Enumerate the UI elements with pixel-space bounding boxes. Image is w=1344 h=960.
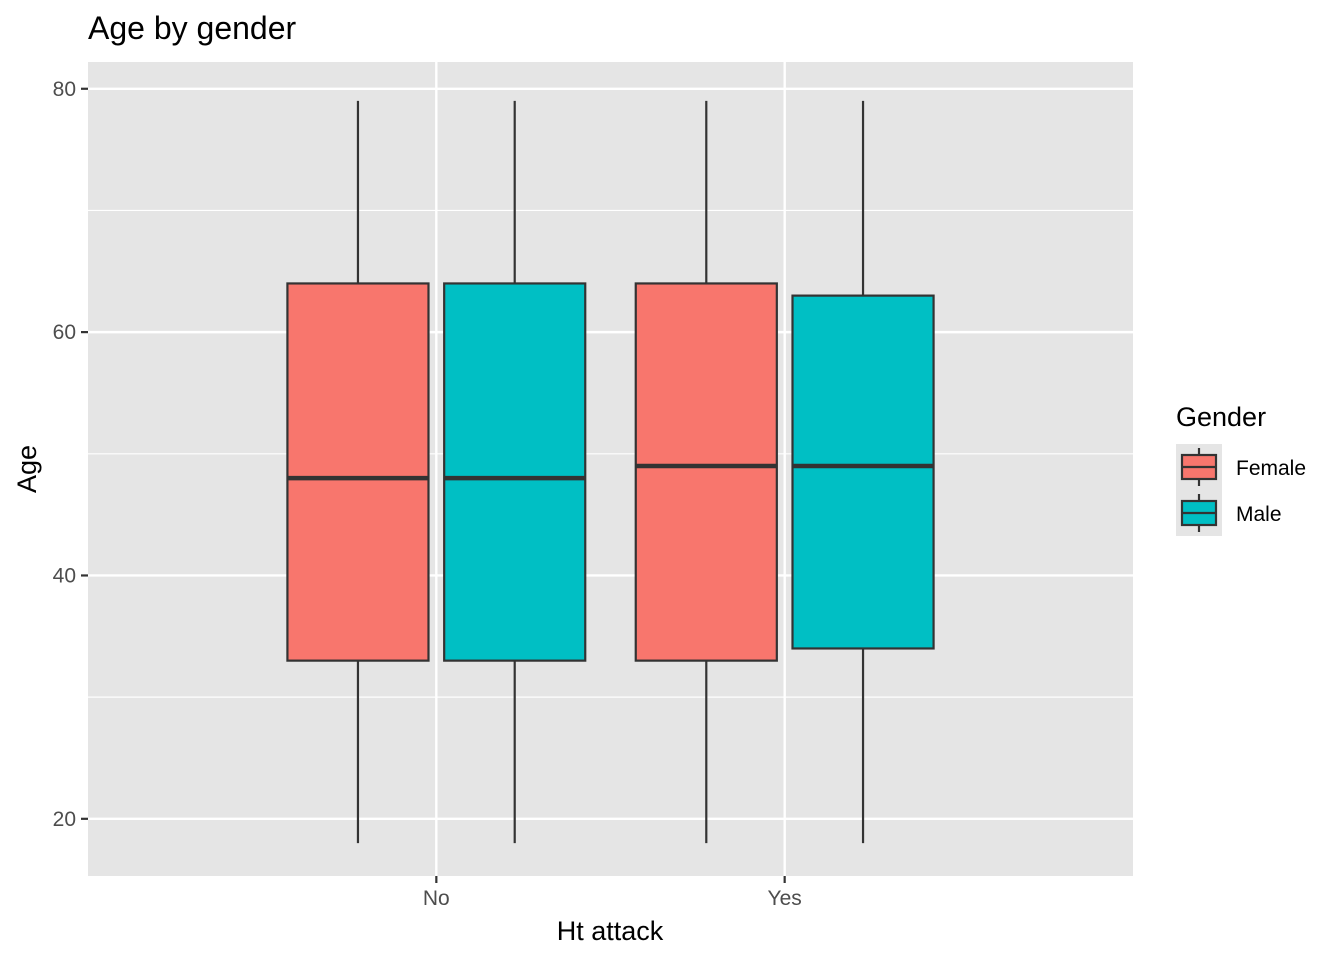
legend: Gender Female Male [1176, 402, 1306, 536]
legend-label: Male [1236, 503, 1282, 526]
x-tick-label: No [423, 887, 450, 910]
box-male-yes [791, 100, 935, 844]
y-tick-label: 60 [53, 321, 76, 344]
box-iqr [443, 282, 587, 662]
legend-item-female: Female [1176, 444, 1306, 490]
box-female-yes [634, 100, 778, 844]
x-tick-label: Yes [768, 887, 802, 910]
legend-label: Female [1236, 457, 1306, 480]
x-axis-title: Ht attack [557, 916, 664, 946]
legend-title: Gender [1176, 402, 1266, 432]
minor-gridlines [88, 209, 1133, 698]
x-axis: No Yes [423, 876, 802, 910]
box-iqr [634, 282, 778, 662]
box-male-no [443, 100, 587, 844]
y-tick-label: 20 [53, 808, 76, 831]
y-axis: 20 40 60 80 [53, 78, 88, 831]
box-iqr [286, 282, 430, 662]
major-gridlines [88, 62, 1133, 876]
y-tick-label: 40 [53, 564, 76, 587]
chart-title: Age by gender [88, 10, 297, 46]
box-iqr [791, 294, 935, 650]
y-tick-label: 80 [53, 78, 76, 101]
box-female-no [286, 100, 430, 844]
legend-item-male: Male [1176, 490, 1282, 536]
y-axis-title: Age [12, 445, 42, 493]
plot-panel [88, 62, 1133, 876]
boxes [286, 100, 935, 844]
